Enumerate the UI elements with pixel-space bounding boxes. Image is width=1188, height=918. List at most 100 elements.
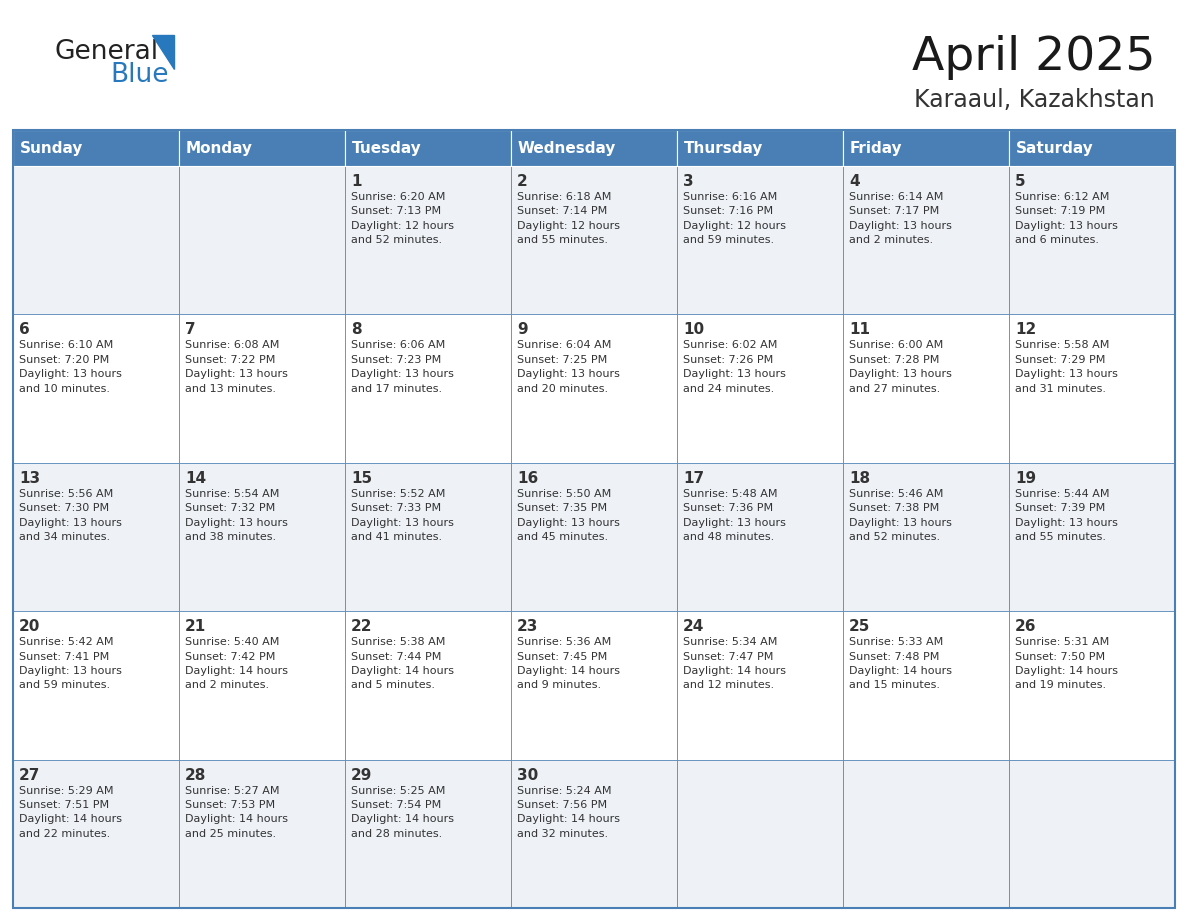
Text: 29: 29 — [350, 767, 372, 783]
Text: Sunrise: 6:10 AM
Sunset: 7:20 PM
Daylight: 13 hours
and 10 minutes.: Sunrise: 6:10 AM Sunset: 7:20 PM Dayligh… — [19, 341, 122, 394]
Bar — [179, 759, 345, 908]
Bar — [179, 611, 345, 759]
Text: Sunrise: 6:12 AM
Sunset: 7:19 PM
Daylight: 13 hours
and 6 minutes.: Sunrise: 6:12 AM Sunset: 7:19 PM Dayligh… — [1015, 192, 1118, 245]
Text: Sunrise: 6:06 AM
Sunset: 7:23 PM
Daylight: 13 hours
and 17 minutes.: Sunrise: 6:06 AM Sunset: 7:23 PM Dayligh… — [350, 341, 454, 394]
Text: Sunrise: 6:02 AM
Sunset: 7:26 PM
Daylight: 13 hours
and 24 minutes.: Sunrise: 6:02 AM Sunset: 7:26 PM Dayligh… — [683, 341, 786, 394]
Text: Tuesday: Tuesday — [352, 140, 422, 155]
Text: Sunrise: 5:33 AM
Sunset: 7:48 PM
Daylight: 14 hours
and 15 minutes.: Sunrise: 5:33 AM Sunset: 7:48 PM Dayligh… — [849, 637, 952, 690]
Bar — [13, 130, 1175, 908]
Bar — [843, 759, 1009, 908]
Bar — [677, 166, 843, 314]
Text: Friday: Friday — [849, 140, 903, 155]
Text: Sunrise: 5:46 AM
Sunset: 7:38 PM
Daylight: 13 hours
and 52 minutes.: Sunrise: 5:46 AM Sunset: 7:38 PM Dayligh… — [849, 488, 952, 542]
Bar — [843, 130, 1009, 166]
Bar — [1009, 166, 1175, 314]
Bar — [13, 166, 179, 314]
Text: Sunrise: 6:20 AM
Sunset: 7:13 PM
Daylight: 12 hours
and 52 minutes.: Sunrise: 6:20 AM Sunset: 7:13 PM Dayligh… — [350, 192, 454, 245]
Text: Sunrise: 5:24 AM
Sunset: 7:56 PM
Daylight: 14 hours
and 32 minutes.: Sunrise: 5:24 AM Sunset: 7:56 PM Dayligh… — [517, 786, 620, 839]
Text: Sunrise: 5:31 AM
Sunset: 7:50 PM
Daylight: 14 hours
and 19 minutes.: Sunrise: 5:31 AM Sunset: 7:50 PM Dayligh… — [1015, 637, 1118, 690]
Text: Sunrise: 5:44 AM
Sunset: 7:39 PM
Daylight: 13 hours
and 55 minutes.: Sunrise: 5:44 AM Sunset: 7:39 PM Dayligh… — [1015, 488, 1118, 542]
Text: Sunrise: 6:16 AM
Sunset: 7:16 PM
Daylight: 12 hours
and 59 minutes.: Sunrise: 6:16 AM Sunset: 7:16 PM Dayligh… — [683, 192, 786, 245]
Text: Sunrise: 5:54 AM
Sunset: 7:32 PM
Daylight: 13 hours
and 38 minutes.: Sunrise: 5:54 AM Sunset: 7:32 PM Dayligh… — [185, 488, 287, 542]
Text: 24: 24 — [683, 620, 704, 634]
Bar — [13, 314, 179, 463]
Bar — [345, 314, 511, 463]
Text: 9: 9 — [517, 322, 527, 338]
Text: 27: 27 — [19, 767, 40, 783]
Text: Sunrise: 5:38 AM
Sunset: 7:44 PM
Daylight: 14 hours
and 5 minutes.: Sunrise: 5:38 AM Sunset: 7:44 PM Dayligh… — [350, 637, 454, 690]
Bar — [511, 611, 677, 759]
Text: Sunrise: 5:50 AM
Sunset: 7:35 PM
Daylight: 13 hours
and 45 minutes.: Sunrise: 5:50 AM Sunset: 7:35 PM Dayligh… — [517, 488, 620, 542]
Bar — [511, 166, 677, 314]
Text: 22: 22 — [350, 620, 373, 634]
Text: 21: 21 — [185, 620, 207, 634]
Bar — [345, 130, 511, 166]
Text: General: General — [55, 39, 159, 65]
Bar — [13, 463, 179, 611]
Text: Sunrise: 6:14 AM
Sunset: 7:17 PM
Daylight: 13 hours
and 2 minutes.: Sunrise: 6:14 AM Sunset: 7:17 PM Dayligh… — [849, 192, 952, 245]
Bar — [843, 166, 1009, 314]
Bar — [179, 463, 345, 611]
Text: 28: 28 — [185, 767, 207, 783]
Bar — [13, 759, 179, 908]
Bar — [179, 166, 345, 314]
Text: Sunrise: 5:27 AM
Sunset: 7:53 PM
Daylight: 14 hours
and 25 minutes.: Sunrise: 5:27 AM Sunset: 7:53 PM Dayligh… — [185, 786, 287, 839]
Text: 15: 15 — [350, 471, 372, 486]
Text: April 2025: April 2025 — [911, 36, 1155, 81]
Bar — [677, 759, 843, 908]
Text: 23: 23 — [517, 620, 538, 634]
Bar — [1009, 759, 1175, 908]
Bar — [677, 130, 843, 166]
Text: 3: 3 — [683, 174, 694, 189]
Bar — [1009, 314, 1175, 463]
Text: Sunrise: 5:56 AM
Sunset: 7:30 PM
Daylight: 13 hours
and 34 minutes.: Sunrise: 5:56 AM Sunset: 7:30 PM Dayligh… — [19, 488, 122, 542]
Text: 11: 11 — [849, 322, 870, 338]
Bar — [843, 611, 1009, 759]
Text: 6: 6 — [19, 322, 30, 338]
Bar — [345, 463, 511, 611]
Bar — [511, 463, 677, 611]
Bar — [677, 463, 843, 611]
Bar — [677, 611, 843, 759]
Bar — [345, 759, 511, 908]
Text: 4: 4 — [849, 174, 860, 189]
Bar — [13, 611, 179, 759]
Text: Monday: Monday — [187, 140, 253, 155]
Text: 12: 12 — [1015, 322, 1036, 338]
Text: 25: 25 — [849, 620, 871, 634]
Text: 19: 19 — [1015, 471, 1036, 486]
Text: Sunrise: 6:00 AM
Sunset: 7:28 PM
Daylight: 13 hours
and 27 minutes.: Sunrise: 6:00 AM Sunset: 7:28 PM Dayligh… — [849, 341, 952, 394]
Text: 7: 7 — [185, 322, 196, 338]
Text: Karaaul, Kazakhstan: Karaaul, Kazakhstan — [915, 88, 1155, 112]
Text: 14: 14 — [185, 471, 207, 486]
Text: 5: 5 — [1015, 174, 1025, 189]
Text: Sunrise: 5:48 AM
Sunset: 7:36 PM
Daylight: 13 hours
and 48 minutes.: Sunrise: 5:48 AM Sunset: 7:36 PM Dayligh… — [683, 488, 786, 542]
Text: 17: 17 — [683, 471, 704, 486]
Text: Sunrise: 5:42 AM
Sunset: 7:41 PM
Daylight: 13 hours
and 59 minutes.: Sunrise: 5:42 AM Sunset: 7:41 PM Dayligh… — [19, 637, 122, 690]
Text: 1: 1 — [350, 174, 361, 189]
Bar — [1009, 130, 1175, 166]
Text: Sunrise: 6:04 AM
Sunset: 7:25 PM
Daylight: 13 hours
and 20 minutes.: Sunrise: 6:04 AM Sunset: 7:25 PM Dayligh… — [517, 341, 620, 394]
Text: 16: 16 — [517, 471, 538, 486]
Text: Blue: Blue — [110, 62, 169, 88]
Bar — [511, 759, 677, 908]
Text: Thursday: Thursday — [684, 140, 764, 155]
Text: Sunrise: 5:29 AM
Sunset: 7:51 PM
Daylight: 14 hours
and 22 minutes.: Sunrise: 5:29 AM Sunset: 7:51 PM Dayligh… — [19, 786, 122, 839]
Bar — [843, 463, 1009, 611]
Bar — [511, 314, 677, 463]
Bar — [677, 314, 843, 463]
Text: 18: 18 — [849, 471, 870, 486]
Polygon shape — [152, 35, 173, 69]
Text: Sunday: Sunday — [20, 140, 83, 155]
Bar — [179, 130, 345, 166]
Bar — [345, 166, 511, 314]
Bar — [843, 314, 1009, 463]
Bar — [1009, 611, 1175, 759]
Text: 26: 26 — [1015, 620, 1036, 634]
Text: Sunrise: 6:08 AM
Sunset: 7:22 PM
Daylight: 13 hours
and 13 minutes.: Sunrise: 6:08 AM Sunset: 7:22 PM Dayligh… — [185, 341, 287, 394]
Text: Saturday: Saturday — [1016, 140, 1094, 155]
Bar — [13, 130, 179, 166]
Bar — [511, 130, 677, 166]
Bar — [345, 611, 511, 759]
Text: 2: 2 — [517, 174, 527, 189]
